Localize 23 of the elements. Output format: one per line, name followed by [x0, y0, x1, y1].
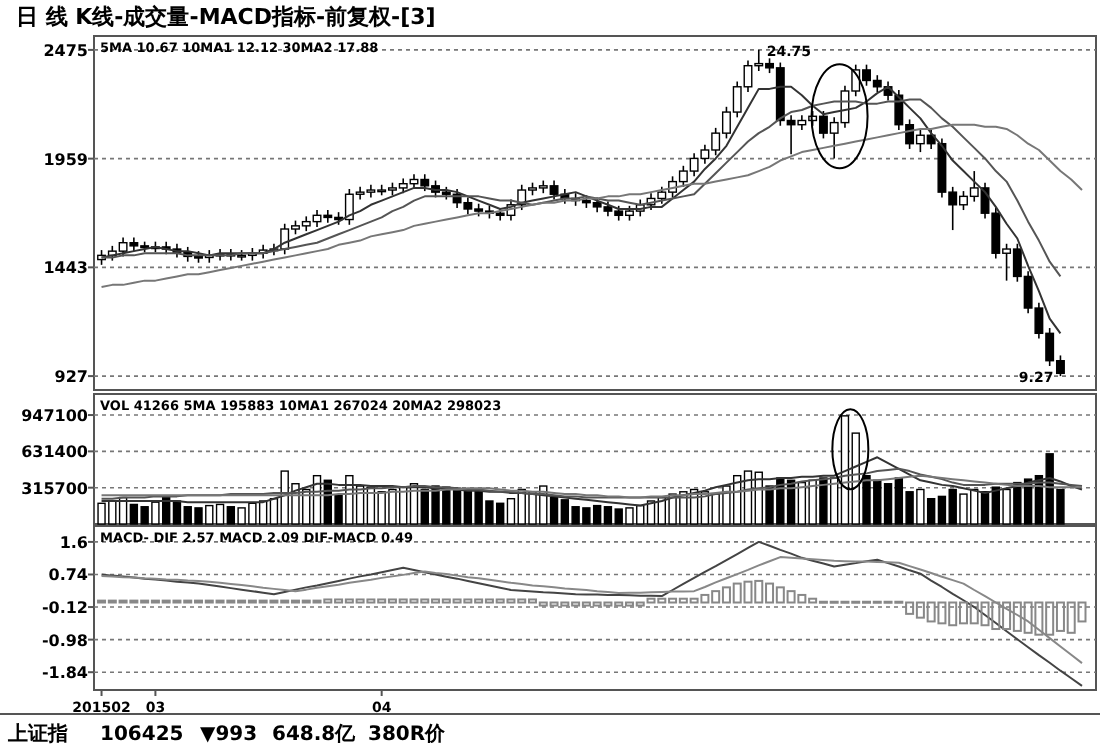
y-tick-label: 947100 — [21, 407, 89, 426]
y-tick-label: 315700 — [21, 479, 89, 498]
text: 上证指 — [6, 722, 68, 746]
line-series — [100, 456, 1083, 507]
line-series — [100, 540, 1083, 687]
y-tick-label: 631400 — [21, 443, 89, 462]
text: 648.8亿 — [272, 722, 358, 746]
y-tick-label: 927 — [54, 368, 88, 387]
y-tick-label: 0.74 — [48, 566, 89, 585]
text: ▼993 — [200, 724, 258, 746]
line-series — [100, 556, 1083, 665]
line-series — [100, 467, 1083, 500]
text: 106425 — [100, 724, 184, 746]
y-tick-label: 2475 — [43, 41, 89, 60]
y-tick-label: 1959 — [43, 150, 89, 169]
y-tick-label: 1.6 — [59, 533, 89, 552]
y-tick-label: -1.84 — [41, 664, 89, 683]
line-series — [100, 85, 1062, 335]
y-tick-label: -0.98 — [41, 631, 89, 650]
chart-title: 日 线 K线-成交量-MACD指标-前复权-[3] — [16, 4, 436, 30]
y-tick-label: 1443 — [43, 259, 88, 278]
text: 380R价 — [368, 722, 448, 746]
y-tick-label: -0.12 — [41, 599, 88, 618]
